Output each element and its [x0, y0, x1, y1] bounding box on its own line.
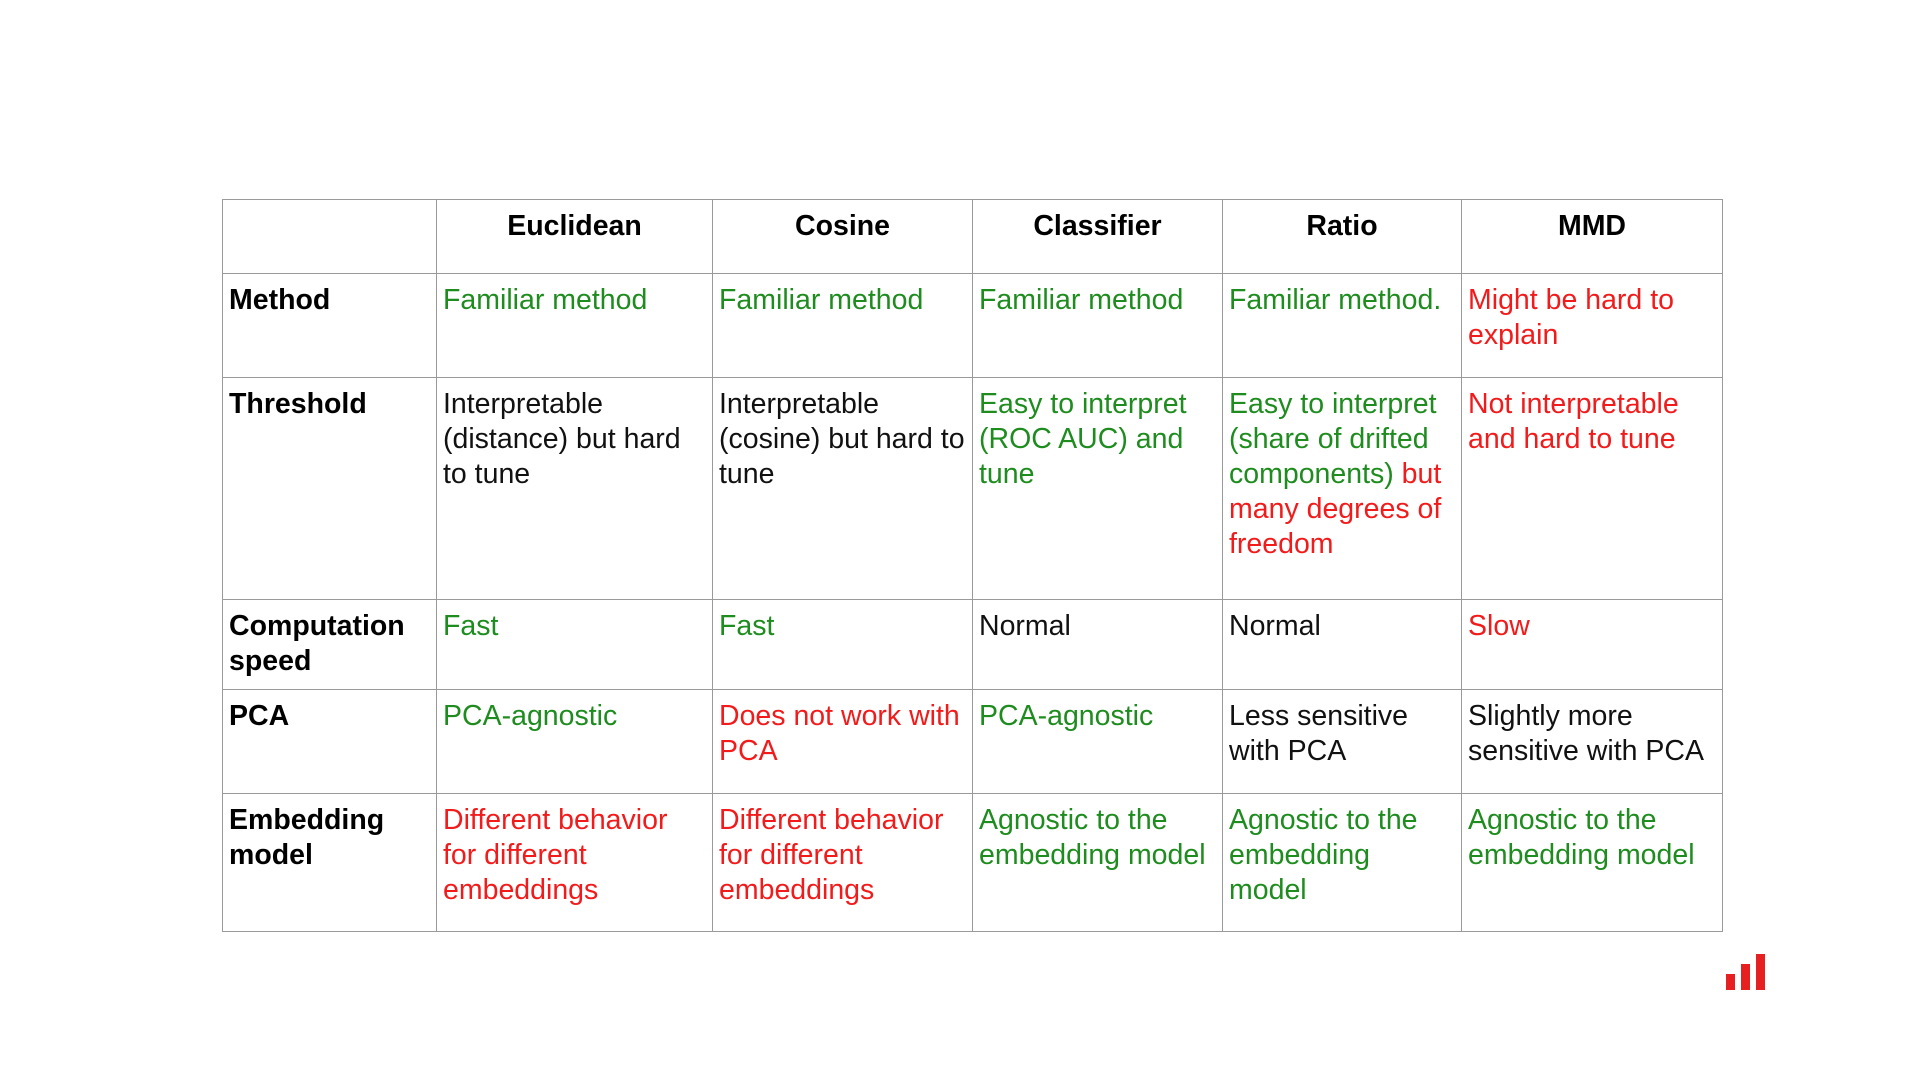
table-row-threshold: Threshold Interpretable (distance) but ha…: [222, 377, 1723, 600]
cell-threshold-mmd: Not interpretable and hard to tune: [1461, 377, 1723, 600]
cell-text: Might be hard to explain: [1468, 284, 1674, 351]
cell-text: Different behavior for different embeddi…: [719, 804, 944, 906]
cell-computation-speed-cosine: Fast: [712, 599, 973, 690]
cell-text: Fast: [443, 610, 499, 642]
row-header-threshold: Threshold: [222, 377, 437, 600]
cell-pca-euclidean: PCA-agnostic: [436, 689, 713, 794]
table-row-pca: PCA PCA-agnostic Does not work with PCA PCA…: [222, 689, 1723, 794]
cell-text: Not interpretable and hard to tune: [1468, 388, 1679, 455]
cell-method-cosine: Familiar method: [712, 273, 973, 378]
logo-bar-2: [1741, 964, 1750, 990]
row-header-pca: PCA: [222, 689, 437, 794]
table-row-computation-speed: Computation speed Fast Fast Normal Normal Slo…: [222, 599, 1723, 690]
cell-embedding-model-mmd: Agnostic to the embedding model: [1461, 793, 1723, 932]
cell-method-ratio: Familiar method.: [1222, 273, 1462, 378]
cell-text: Familiar method: [979, 284, 1184, 316]
cell-text: Familiar method.: [1229, 284, 1442, 316]
row-header-computation-speed: Computation speed: [222, 599, 437, 690]
cell-text: Familiar method: [443, 284, 648, 316]
cell-text: Does not work with PCA: [719, 700, 960, 767]
cell-text: but many degrees of freedom: [1229, 458, 1442, 560]
cell-text: Slow: [1468, 610, 1530, 642]
cell-embedding-model-cosine: Different behavior for different embeddi…: [712, 793, 973, 932]
cell-pca-ratio: Less sensitive with PCA: [1222, 689, 1462, 794]
table-header-row: Euclidean Cosine Classifier Ratio MMD: [222, 199, 1723, 274]
cell-computation-speed-classifier: Normal: [972, 599, 1223, 690]
table-body: Method Familiar method Familiar method Fami…: [222, 273, 1723, 932]
column-header-euclidean: Euclidean: [436, 199, 713, 274]
cell-pca-mmd: Slightly more sensitive with PCA: [1461, 689, 1723, 794]
cell-text: Different behavior for different embeddi…: [443, 804, 668, 906]
comparison-table: Euclidean Cosine Classifier Ratio MMD Me…: [222, 199, 1723, 932]
cell-pca-cosine: Does not work with PCA: [712, 689, 973, 794]
table-row-method: Method Familiar method Familiar method Fami…: [222, 273, 1723, 378]
logo-bar-1: [1726, 974, 1735, 990]
cell-text: Normal: [979, 610, 1071, 642]
cell-method-euclidean: Familiar method: [436, 273, 713, 378]
cell-threshold-ratio: Easy to interpret (share of drifted comp…: [1222, 377, 1462, 600]
row-header-method: Method: [222, 273, 437, 378]
cell-text: Easy to interpret (share of drifted comp…: [1229, 388, 1437, 490]
row-header-embedding-model: Embedding model: [222, 793, 437, 932]
cell-text: Agnostic to the embedding model: [979, 804, 1206, 871]
cell-method-classifier: Familiar method: [972, 273, 1223, 378]
cell-text: Easy to interpret (ROC AUC) and tune: [979, 388, 1187, 490]
cell-computation-speed-ratio: Normal: [1222, 599, 1462, 690]
cell-computation-speed-mmd: Slow: [1461, 599, 1723, 690]
cell-text: Familiar method: [719, 284, 924, 316]
cell-text: PCA-agnostic: [443, 700, 618, 732]
cell-text: Fast: [719, 610, 775, 642]
cell-computation-speed-euclidean: Fast: [436, 599, 713, 690]
table-row-embedding-model: Embedding model Different behavior for di…: [222, 793, 1723, 932]
cell-embedding-model-classifier: Agnostic to the embedding model: [972, 793, 1223, 932]
cell-text: Normal: [1229, 610, 1321, 642]
bar-chart-logo-icon: [1726, 954, 1765, 990]
column-header-classifier: Classifier: [972, 199, 1223, 274]
cell-threshold-classifier: Easy to interpret (ROC AUC) and tune: [972, 377, 1223, 600]
table-corner-cell: [222, 199, 437, 274]
cell-text: Less sensitive with PCA: [1229, 700, 1409, 767]
logo-bar-3: [1756, 954, 1765, 990]
cell-text: Slightly more sensitive with PCA: [1468, 700, 1705, 767]
cell-text: Agnostic to the embedding model: [1229, 804, 1418, 906]
cell-text: Interpretable (distance) but hard to tun…: [443, 388, 681, 490]
column-header-ratio: Ratio: [1222, 199, 1462, 274]
cell-embedding-model-euclidean: Different behavior for different embeddi…: [436, 793, 713, 932]
cell-text: Interpretable (cosine) but hard to tune: [719, 388, 965, 490]
cell-threshold-euclidean: Interpretable (distance) but hard to tun…: [436, 377, 713, 600]
cell-method-mmd: Might be hard to explain: [1461, 273, 1723, 378]
column-header-cosine: Cosine: [712, 199, 973, 274]
cell-text: PCA-agnostic: [979, 700, 1154, 732]
cell-threshold-cosine: Interpretable (cosine) but hard to tune: [712, 377, 973, 600]
column-header-mmd: MMD: [1461, 199, 1723, 274]
cell-embedding-model-ratio: Agnostic to the embedding model: [1222, 793, 1462, 932]
cell-pca-classifier: PCA-agnostic: [972, 689, 1223, 794]
cell-text: Agnostic to the embedding model: [1468, 804, 1695, 871]
